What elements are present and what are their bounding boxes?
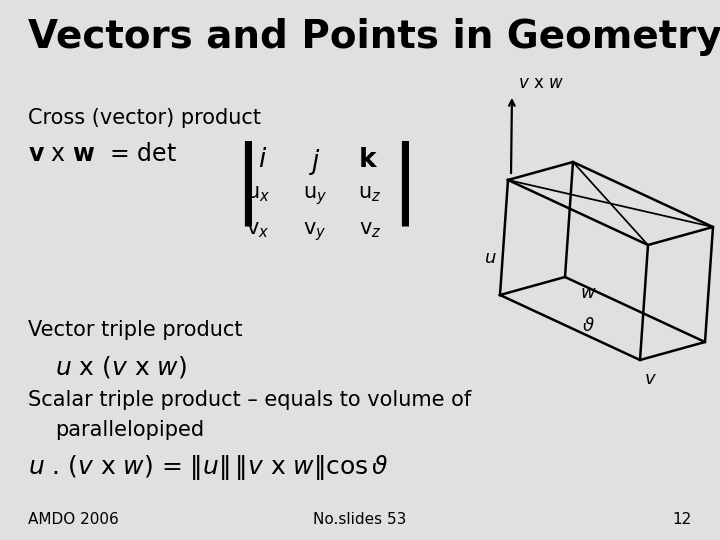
Text: $v$: $v$ — [644, 370, 657, 388]
Text: No.slides 53: No.slides 53 — [313, 512, 407, 527]
Text: $\mathit{i}$: $\mathit{i}$ — [258, 147, 268, 173]
Text: parallelopiped: parallelopiped — [55, 420, 204, 440]
Text: $v$ x $w$: $v$ x $w$ — [518, 74, 564, 92]
Text: |: | — [233, 140, 262, 226]
Text: $\mathbf{\mathit{u}}$ . ($\mathbf{\mathit{v}}$ x $\mathbf{\mathit{w}}$) = $\|\ma: $\mathbf{\mathit{u}}$ . ($\mathbf{\mathi… — [28, 453, 389, 482]
Text: $\mathbf{v}$ x $\mathbf{w}$  = det: $\mathbf{v}$ x $\mathbf{w}$ = det — [28, 142, 177, 166]
Text: Cross (vector) product: Cross (vector) product — [28, 108, 261, 128]
Text: |: | — [390, 140, 419, 226]
Text: $\vartheta$: $\vartheta$ — [582, 317, 595, 335]
Text: u$_z$: u$_z$ — [359, 184, 382, 204]
Text: $w$: $w$ — [580, 284, 597, 302]
Text: $\mathbf{\mathit{u}}$ x ($\mathbf{\mathit{v}}$ x $\mathbf{\mathit{w}}$): $\mathbf{\mathit{u}}$ x ($\mathbf{\mathi… — [55, 354, 187, 380]
Text: v$_x$: v$_x$ — [246, 220, 270, 240]
Text: u$_y$: u$_y$ — [303, 184, 327, 207]
Text: v$_z$: v$_z$ — [359, 220, 382, 240]
Text: u$_x$: u$_x$ — [246, 184, 270, 204]
Text: Vectors and Points in Geometry: Vectors and Points in Geometry — [28, 18, 720, 56]
Text: AMDO 2006: AMDO 2006 — [28, 512, 119, 527]
Text: $\mathit{j}$: $\mathit{j}$ — [309, 147, 321, 177]
Text: $u$: $u$ — [484, 249, 497, 267]
Text: v$_y$: v$_y$ — [303, 220, 327, 243]
Text: Scalar triple product – equals to volume of: Scalar triple product – equals to volume… — [28, 390, 472, 410]
Text: Vector triple product: Vector triple product — [28, 320, 243, 340]
Text: $\mathbf{k}$: $\mathbf{k}$ — [358, 147, 378, 173]
Text: 12: 12 — [672, 512, 692, 527]
